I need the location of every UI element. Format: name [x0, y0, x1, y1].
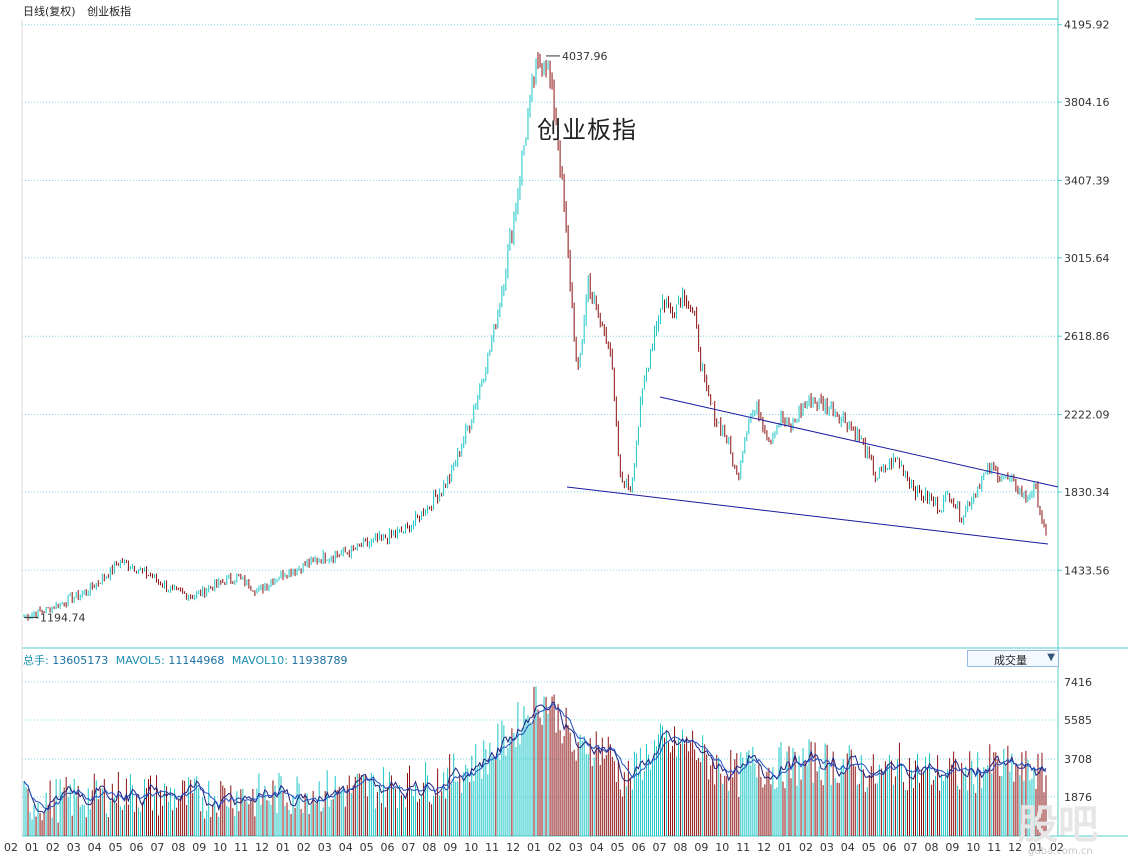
- x-tick-label: 05: [611, 841, 625, 854]
- x-tick-label: 11: [485, 841, 499, 854]
- x-tick-label: 06: [632, 841, 646, 854]
- x-tick-label: 08: [171, 841, 185, 854]
- x-tick-label: 09: [694, 841, 708, 854]
- price-tick-label: 1433.56: [1064, 564, 1110, 577]
- x-tick-label: 11: [736, 841, 750, 854]
- x-tick-label: 11: [234, 841, 248, 854]
- x-tick-label: 10: [213, 841, 227, 854]
- volume-legend: 总手: 13605173 MAVOL5: 11144968 MAVOL10: 1…: [23, 652, 352, 668]
- x-tick-label: 07: [904, 841, 918, 854]
- volume-ma-line: [23, 701, 1047, 814]
- volume-tick-label: 5585: [1064, 714, 1092, 727]
- x-tick-label: 08: [673, 841, 687, 854]
- chart-title: 创业板指: [537, 116, 637, 144]
- indicator-select[interactable]: 成交量 ▼: [967, 650, 1059, 667]
- x-tick-label: 07: [150, 841, 164, 854]
- trendline: [566, 486, 1049, 545]
- x-tick-label: 12: [255, 841, 269, 854]
- x-tick-label: 03: [569, 841, 583, 854]
- x-tick-label: 01: [1029, 841, 1043, 854]
- x-tick-label: 09: [443, 841, 457, 854]
- x-tick-label: 09: [192, 841, 206, 854]
- volume-tick-label: 3708: [1064, 753, 1092, 766]
- x-tick-label: 01: [527, 841, 541, 854]
- chart-header: 日线(复权) 创业板指: [23, 3, 139, 19]
- legend-key-mavol10: MAVOL10:: [231, 654, 288, 667]
- x-tick-label: 08: [924, 841, 938, 854]
- x-tick-label: 04: [88, 841, 102, 854]
- volume-ma-line: [23, 703, 1047, 811]
- x-tick-label: 11: [987, 841, 1001, 854]
- x-tick-label: 10: [715, 841, 729, 854]
- x-tick-label: 12: [506, 841, 520, 854]
- price-tick-label: 2618.86: [1064, 330, 1110, 343]
- x-tick-label: 05: [109, 841, 123, 854]
- volume-tick-label: 1876: [1064, 791, 1092, 804]
- volume-tick-label: 7416: [1064, 676, 1092, 689]
- price-tick-label: 3804.16: [1064, 96, 1110, 109]
- x-tick-label: 10: [464, 841, 478, 854]
- indicator-select-label: 成交量: [994, 654, 1027, 667]
- x-tick-label: 04: [590, 841, 604, 854]
- price-tick-label: 3015.64: [1064, 252, 1110, 265]
- extreme-label: 4037.96: [562, 50, 608, 63]
- x-tick-label: 02: [4, 841, 18, 854]
- x-tick-label: 01: [25, 841, 39, 854]
- x-tick-label: 03: [820, 841, 834, 854]
- x-tick-label: 07: [401, 841, 415, 854]
- x-tick-label: 03: [318, 841, 332, 854]
- x-tick-label: 06: [883, 841, 897, 854]
- watermark-url: guba.com.cn: [1028, 846, 1093, 857]
- x-tick-label: 01: [778, 841, 792, 854]
- index-name: 创业板指: [87, 5, 132, 18]
- x-tick-label: 02: [297, 841, 311, 854]
- x-tick-label: 01: [276, 841, 290, 854]
- x-tick-label: 10: [966, 841, 980, 854]
- legend-value-mavol5: 11144968: [168, 654, 225, 667]
- x-tick-label: 09: [945, 841, 959, 854]
- trendline: [659, 396, 1059, 488]
- x-tick-label: 05: [360, 841, 374, 854]
- x-tick-label: 02: [1050, 841, 1064, 854]
- x-tick-label: 04: [841, 841, 855, 854]
- watermark-logo: 股吧: [1018, 802, 1098, 848]
- extreme-label: 1194.74: [40, 611, 86, 624]
- x-tick-label: 04: [339, 841, 353, 854]
- price-tick-label: 2222.09: [1064, 409, 1110, 422]
- x-tick-label: 12: [1008, 841, 1022, 854]
- x-tick-label: 02: [548, 841, 562, 854]
- price-tick-label: 1830.34: [1064, 486, 1110, 499]
- legend-key-total: 总手:: [23, 654, 49, 667]
- x-tick-label: 06: [381, 841, 395, 854]
- x-tick-label: 07: [653, 841, 667, 854]
- x-tick-label: 03: [67, 841, 81, 854]
- chevron-down-icon[interactable]: ▼: [1047, 652, 1055, 663]
- x-tick-label: 02: [46, 841, 60, 854]
- x-tick-label: 05: [862, 841, 876, 854]
- legend-value-total: 13605173: [52, 654, 109, 667]
- x-tick-label: 06: [130, 841, 144, 854]
- period-label: 日线(复权): [23, 5, 76, 18]
- legend-value-mavol10: 11938789: [291, 654, 348, 667]
- price-tick-label: 3407.39: [1064, 174, 1110, 187]
- x-tick-label: 02: [799, 841, 813, 854]
- x-tick-label: 12: [757, 841, 771, 854]
- legend-key-mavol5: MAVOL5:: [115, 654, 165, 667]
- x-tick-label: 08: [422, 841, 436, 854]
- price-tick-label: 4195.92: [1064, 19, 1110, 32]
